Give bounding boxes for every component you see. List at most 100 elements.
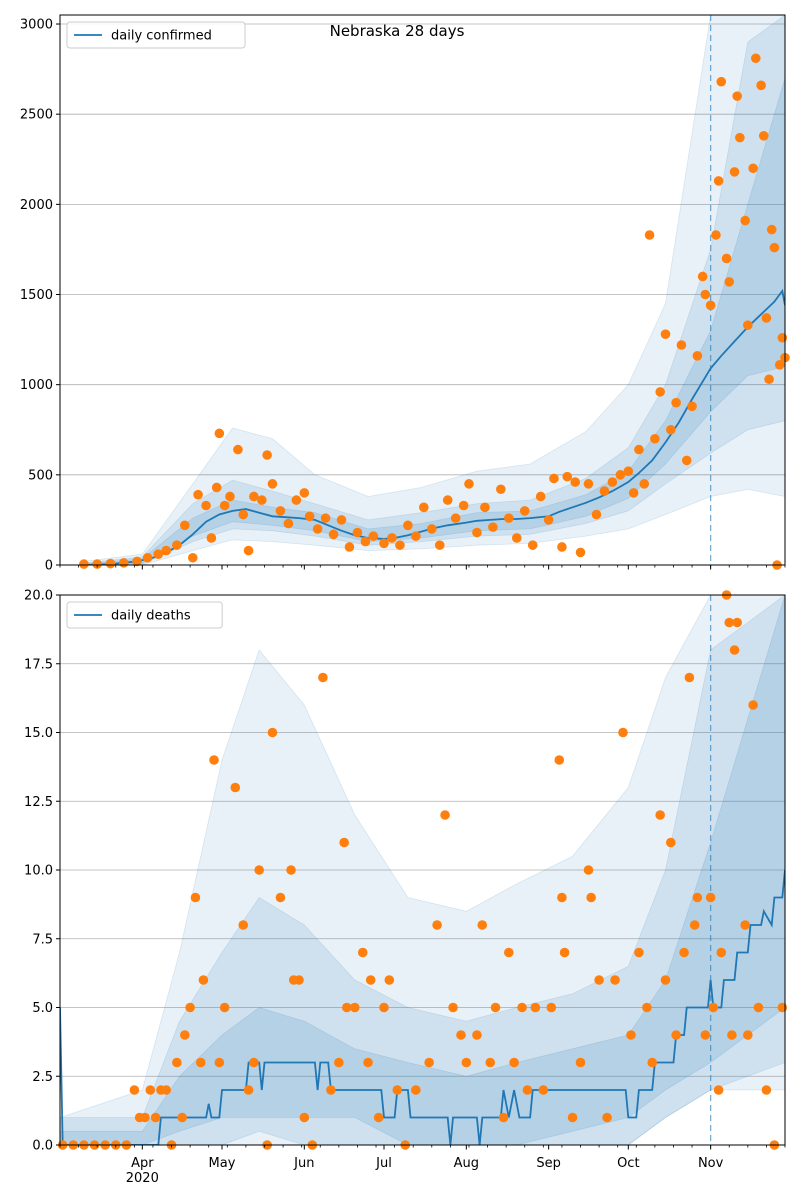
data-point <box>522 1085 533 1095</box>
data-point <box>716 947 727 958</box>
data-point <box>79 559 89 569</box>
data-point <box>639 479 650 489</box>
data-point <box>774 360 785 370</box>
data-point <box>575 1057 586 1068</box>
y-tick-label: 10.0 <box>24 864 53 879</box>
data-point <box>193 489 203 500</box>
data-point <box>729 167 740 177</box>
data-point <box>326 1085 336 1095</box>
data-point <box>777 1002 788 1013</box>
data-point <box>129 1085 140 1095</box>
data-point <box>238 509 249 520</box>
data-point <box>249 491 259 502</box>
data-point <box>687 401 697 412</box>
confirmed-chart: 0 500 1000 1500 2000 2500 3000 Nebraska 28 days… <box>20 14 790 574</box>
data-point <box>485 1057 496 1068</box>
data-point <box>764 374 774 385</box>
data-point <box>535 491 546 502</box>
band-outer <box>83 15 785 565</box>
data-point <box>118 558 129 568</box>
data-point <box>504 947 514 958</box>
data-point <box>740 215 750 226</box>
data-point <box>713 1085 724 1095</box>
data-point <box>488 522 498 532</box>
data-point <box>671 397 681 408</box>
data-point <box>461 1057 472 1068</box>
data-point <box>419 502 429 513</box>
data-point <box>342 1002 352 1013</box>
data-point <box>729 645 740 655</box>
data-point <box>477 920 488 930</box>
data-point <box>411 531 421 541</box>
data-point <box>517 1002 527 1013</box>
data-point <box>172 540 182 550</box>
data-point <box>684 672 695 683</box>
x-tick-label: Apr <box>131 1156 154 1171</box>
data-point <box>530 1002 541 1013</box>
data-point <box>230 782 241 793</box>
data-point <box>559 947 570 958</box>
x-tick-label: Oct <box>617 1156 639 1171</box>
data-point <box>392 1085 403 1095</box>
data-point <box>283 518 294 529</box>
data-point <box>602 1112 612 1123</box>
data-point <box>626 1030 636 1040</box>
data-point <box>766 224 777 235</box>
data-point <box>708 1002 719 1013</box>
data-point <box>504 513 514 523</box>
data-point <box>546 1002 557 1013</box>
data-point <box>254 865 264 875</box>
data-point <box>424 1057 434 1068</box>
legend-box <box>66 601 223 629</box>
chart-title: Nebraska 28 days <box>330 22 465 40</box>
y-tick-label: 12.5 <box>24 795 53 810</box>
data-point <box>567 1112 578 1123</box>
data-point <box>496 484 506 495</box>
band-middle <box>60 595 785 1145</box>
data-point <box>206 533 217 543</box>
data-point <box>209 755 219 765</box>
data-point <box>769 242 780 253</box>
data-point <box>761 313 772 323</box>
data-point <box>384 975 395 985</box>
data-point <box>634 947 644 958</box>
data-point <box>472 1030 482 1040</box>
x-tick-label: May <box>209 1156 236 1171</box>
data-point <box>180 520 190 531</box>
data-point <box>257 495 267 505</box>
data-point <box>732 91 742 101</box>
legend-label: daily deaths <box>111 609 191 624</box>
data-point <box>700 289 711 300</box>
data-point <box>748 700 758 710</box>
data-point <box>679 947 689 958</box>
data-point <box>365 975 376 985</box>
data-point <box>450 513 461 523</box>
data-point <box>655 387 665 397</box>
data-point <box>591 509 602 520</box>
data-point <box>748 163 758 174</box>
data-point <box>267 479 278 489</box>
data-point <box>777 332 788 343</box>
data-point <box>562 471 573 482</box>
data-point <box>583 865 594 875</box>
data-point <box>549 473 559 484</box>
data-point <box>211 482 222 493</box>
data-point <box>586 892 596 903</box>
data-point <box>336 515 347 525</box>
data-point <box>700 1030 711 1040</box>
band-middle <box>83 15 785 565</box>
y-tick-label: 3000 <box>20 18 53 33</box>
data-point <box>583 479 594 489</box>
band-inner <box>60 595 785 1145</box>
y-tick-label: 15.0 <box>24 726 53 741</box>
y-tick-label: 2.5 <box>32 1070 53 1085</box>
data-point <box>432 920 442 930</box>
data-point <box>201 500 211 511</box>
data-point <box>357 947 368 958</box>
data-point <box>403 520 413 531</box>
data-point <box>219 500 230 511</box>
data-point <box>721 253 732 264</box>
data-point <box>275 892 286 903</box>
